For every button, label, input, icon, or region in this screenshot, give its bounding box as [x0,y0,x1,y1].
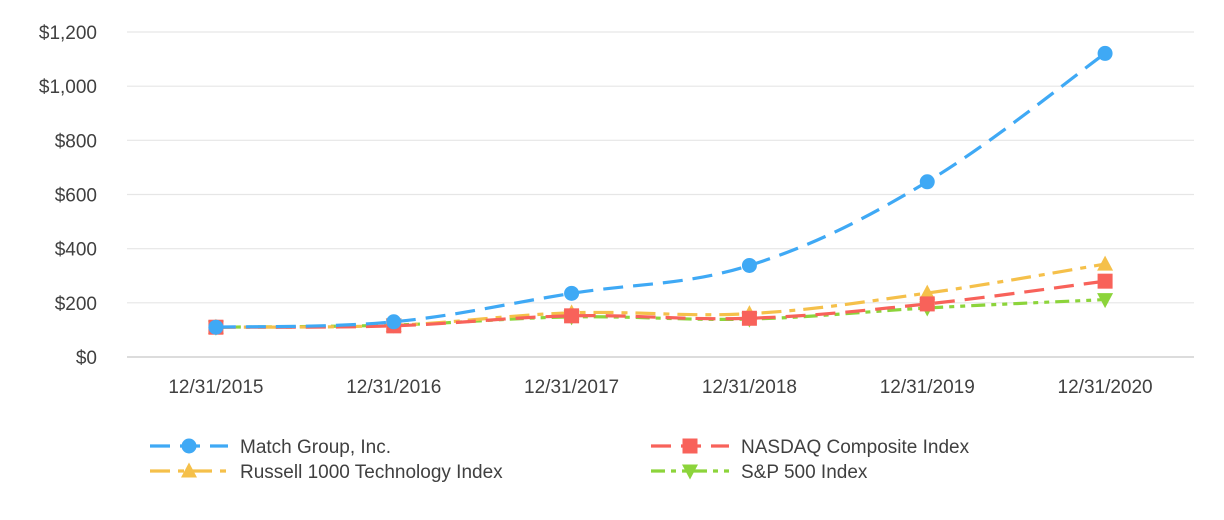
x-tick-label: 12/31/2015 [168,377,263,398]
data-point [1097,255,1114,271]
data-point [741,310,757,326]
series-line [215,279,1106,329]
series-group [207,45,1114,336]
legend-item: NASDAQ Composite Index [651,437,970,458]
data-point [919,174,935,190]
y-tick-label: $800 [55,131,97,152]
data-point [1097,293,1114,309]
legend-item: Match Group, Inc. [150,437,391,458]
y-tick-label: $200 [55,294,97,315]
x-tick-label: 12/31/2018 [702,377,797,398]
y-tick-label: $600 [55,186,97,207]
x-tick-label: 12/31/2020 [1058,377,1153,398]
legend-marker [181,462,197,478]
data-point [386,314,402,330]
legend-marker [682,464,698,480]
data-point [564,308,580,324]
legend-marker [682,438,698,454]
x-tick-label: 12/31/2016 [346,377,441,398]
data-point [741,257,757,273]
grid [127,31,1194,358]
y-tick-label: $1,000 [39,77,97,98]
series [207,255,1114,334]
legend-label: NASDAQ Composite Index [741,437,970,458]
data-point [208,319,224,335]
data-point [1097,273,1113,289]
y-tick-label: $0 [76,348,97,369]
y-tick-label: $1,200 [39,23,97,44]
x-axis: 12/31/2015 12/31/2016 12/31/2017 12/31/2018… [168,377,1152,398]
legend-label: Russell 1000 Technology Index [240,462,503,483]
legend-label: S&P 500 Index [741,462,868,483]
data-point [564,285,580,301]
x-tick-label: 12/31/2019 [880,377,975,398]
y-tick-label: $400 [55,240,97,261]
series-line [215,297,1106,329]
data-point [919,296,935,312]
x-tick-label: 12/31/2017 [524,377,619,398]
data-point [1097,45,1113,61]
series-line [215,52,1107,329]
legend-label: Match Group, Inc. [240,437,391,458]
legend-item: S&P 500 Index [651,462,868,483]
legend-item: Russell 1000 Technology Index [150,462,503,483]
series [208,45,1113,335]
legend-marker [181,438,197,454]
y-axis: $0 $200 $400 $600 $800 $1,000 $1,200 [39,23,97,369]
legend: Match Group, Inc. NASDAQ Composite Index R… [150,437,970,483]
data-point [919,284,936,300]
